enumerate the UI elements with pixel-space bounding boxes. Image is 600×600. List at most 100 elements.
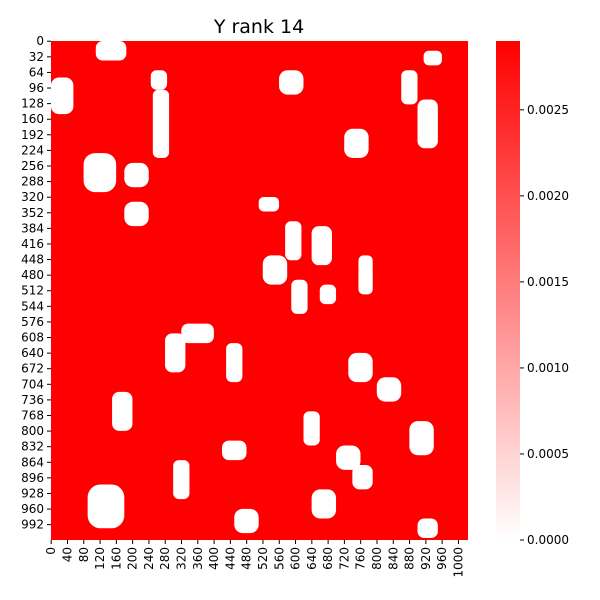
heatmap-cell (285, 221, 302, 261)
y-tick-label: 928 (21, 486, 44, 500)
heatmap-cell (311, 489, 337, 519)
heatmap-background (51, 41, 468, 540)
x-tick-label: 720 (337, 547, 351, 570)
colorbar-tick-label: 0.0010 (527, 361, 569, 375)
heatmap-cell (417, 518, 438, 539)
y-tick-label: 640 (21, 346, 44, 360)
y-tick-label: 800 (21, 424, 44, 438)
heatmap-cell (262, 255, 288, 285)
heatmap-cell (234, 508, 259, 534)
y-tick-label: 64 (29, 65, 44, 79)
y-tick-label: 416 (21, 237, 44, 251)
x-tick-label: 360 (191, 547, 205, 570)
heatmap-cell (87, 484, 125, 529)
x-tick-label: 560 (272, 547, 286, 570)
heatmap-cell (95, 41, 127, 61)
x-tick-label: 280 (158, 547, 172, 570)
x-tick-label: 440 (223, 547, 237, 570)
heatmap-cell (352, 464, 373, 490)
y-tick-label: 96 (29, 81, 44, 95)
colorbar-axis: 0.0000 0.0005 0.0010 0.0015 0.0020 0.0025 (520, 103, 569, 547)
y-tick-label: 0 (36, 34, 44, 48)
y-tick-label: 832 (21, 440, 44, 454)
heatmap-cell (401, 70, 418, 105)
heatmap-cell (124, 201, 149, 227)
y-tick-label: 352 (21, 206, 44, 220)
heatmap-cell (358, 255, 373, 295)
heatmap-cell (409, 421, 434, 456)
heatmap-cells (51, 41, 468, 540)
y-tick-label: 896 (21, 471, 44, 485)
x-tick-label: 600 (289, 547, 303, 570)
x-tick-label: 320 (175, 547, 189, 570)
heatmap-cell (51, 77, 74, 115)
x-tick-label: 400 (207, 547, 221, 570)
y-tick-label: 608 (21, 331, 44, 345)
y-tick-label: 864 (21, 455, 44, 469)
y-tick-label: 32 (29, 50, 44, 64)
x-tick-label: 0 (44, 547, 58, 555)
x-tick-label: 840 (386, 547, 400, 570)
heatmap-cell (303, 411, 320, 446)
heatmap-cell (344, 128, 369, 158)
y-tick-label: 736 (21, 393, 44, 407)
x-tick-label: 1000 (451, 547, 465, 578)
y-tick-label: 160 (21, 112, 44, 126)
chart-title: Y rank 14 (213, 16, 304, 38)
heatmap-cell (152, 89, 170, 158)
y-tick-label: 320 (21, 190, 44, 204)
y-tick-label: 704 (21, 377, 44, 391)
x-tick-label: 480 (240, 547, 254, 570)
heatmap-cell (226, 343, 243, 383)
y-tick-label: 288 (21, 175, 44, 189)
y-tick-label: 576 (21, 315, 44, 329)
x-tick-label: 640 (305, 547, 319, 570)
y-tick-label: 480 (21, 268, 44, 282)
heatmap-cell (376, 377, 402, 402)
heatmap-cell (112, 391, 133, 431)
x-tick-label: 680 (321, 547, 335, 570)
heatmap-cell (83, 153, 117, 193)
heatmap-cell (417, 99, 438, 149)
heatmap-cell (173, 460, 190, 500)
y-tick-label: 256 (21, 159, 44, 173)
y-axis: 0326496128160192224256288320352384416448… (21, 34, 51, 532)
y-tick-label: 224 (21, 143, 44, 157)
colorbar-tick-label: 0.0025 (527, 103, 569, 117)
y-tick-label: 448 (21, 253, 44, 267)
heatmap-cell (124, 162, 149, 188)
y-tick-label: 672 (21, 362, 44, 376)
y-tick-label: 768 (21, 408, 44, 422)
x-tick-label: 160 (109, 547, 123, 570)
y-tick-label: 960 (21, 502, 44, 516)
x-tick-label: 40 (60, 547, 74, 562)
heatmap-cell (181, 323, 214, 344)
colorbar-tick-label: 0.0005 (527, 447, 569, 461)
y-tick-label: 544 (21, 299, 44, 313)
y-tick-label: 128 (21, 97, 44, 111)
x-tick-label: 760 (354, 547, 368, 570)
x-tick-label: 200 (126, 547, 140, 570)
x-axis: 0 40 80 120 160 200 240 280 320 360 400 440 480 520 56… (44, 540, 465, 578)
heatmap-cell (165, 333, 186, 373)
heatmap-cell (258, 196, 280, 212)
heatmap-cell (319, 284, 337, 305)
heatmap-cell (222, 440, 247, 461)
x-tick-label: 80 (77, 547, 91, 562)
y-tick-label: 384 (21, 221, 44, 235)
x-tick-label: 920 (419, 547, 433, 570)
colorbar (496, 41, 520, 540)
heatmap-cell (311, 226, 332, 266)
heatmap-cell (423, 50, 442, 66)
x-tick-label: 240 (142, 547, 156, 570)
x-tick-label: 960 (435, 547, 449, 570)
x-tick-label: 880 (403, 547, 417, 570)
colorbar-tick-label: 0.0015 (527, 275, 569, 289)
y-tick-label: 512 (21, 284, 44, 298)
x-tick-label: 800 (370, 547, 384, 570)
heatmap-cell (348, 352, 373, 383)
x-tick-label: 120 (93, 547, 107, 570)
y-tick-label: 192 (21, 128, 44, 142)
heatmap-cell (279, 70, 304, 95)
